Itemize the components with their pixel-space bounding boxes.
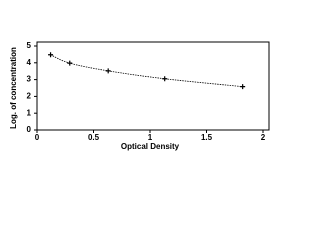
x-tick-label: 1.5 — [201, 133, 213, 142]
fit-curve — [50, 54, 243, 88]
x-axis-label: Optical Density — [121, 142, 180, 151]
y-tick-label: 5 — [27, 41, 32, 50]
plot-frame — [36, 41, 270, 131]
y-tick-label: 0 — [27, 125, 32, 134]
y-tick-label: 3 — [27, 75, 32, 84]
data-point — [67, 60, 73, 66]
x-tick-label: 2 — [261, 133, 266, 142]
data-point — [240, 84, 246, 90]
data-point — [162, 76, 168, 82]
x-tick-label: 0 — [35, 133, 40, 142]
x-tick-label: 0.5 — [88, 133, 100, 142]
data-point — [48, 52, 54, 58]
y-tick-label: 4 — [27, 58, 32, 67]
y-axis-label: Log. of concentration — [9, 47, 18, 129]
chart: Log. of concentration Optical Density 0 1… — [9, 41, 270, 151]
data-point — [105, 68, 111, 74]
x-tick-label: 1 — [148, 133, 153, 142]
y-tick-label: 2 — [27, 92, 32, 101]
y-tick-label: 1 — [27, 108, 32, 117]
